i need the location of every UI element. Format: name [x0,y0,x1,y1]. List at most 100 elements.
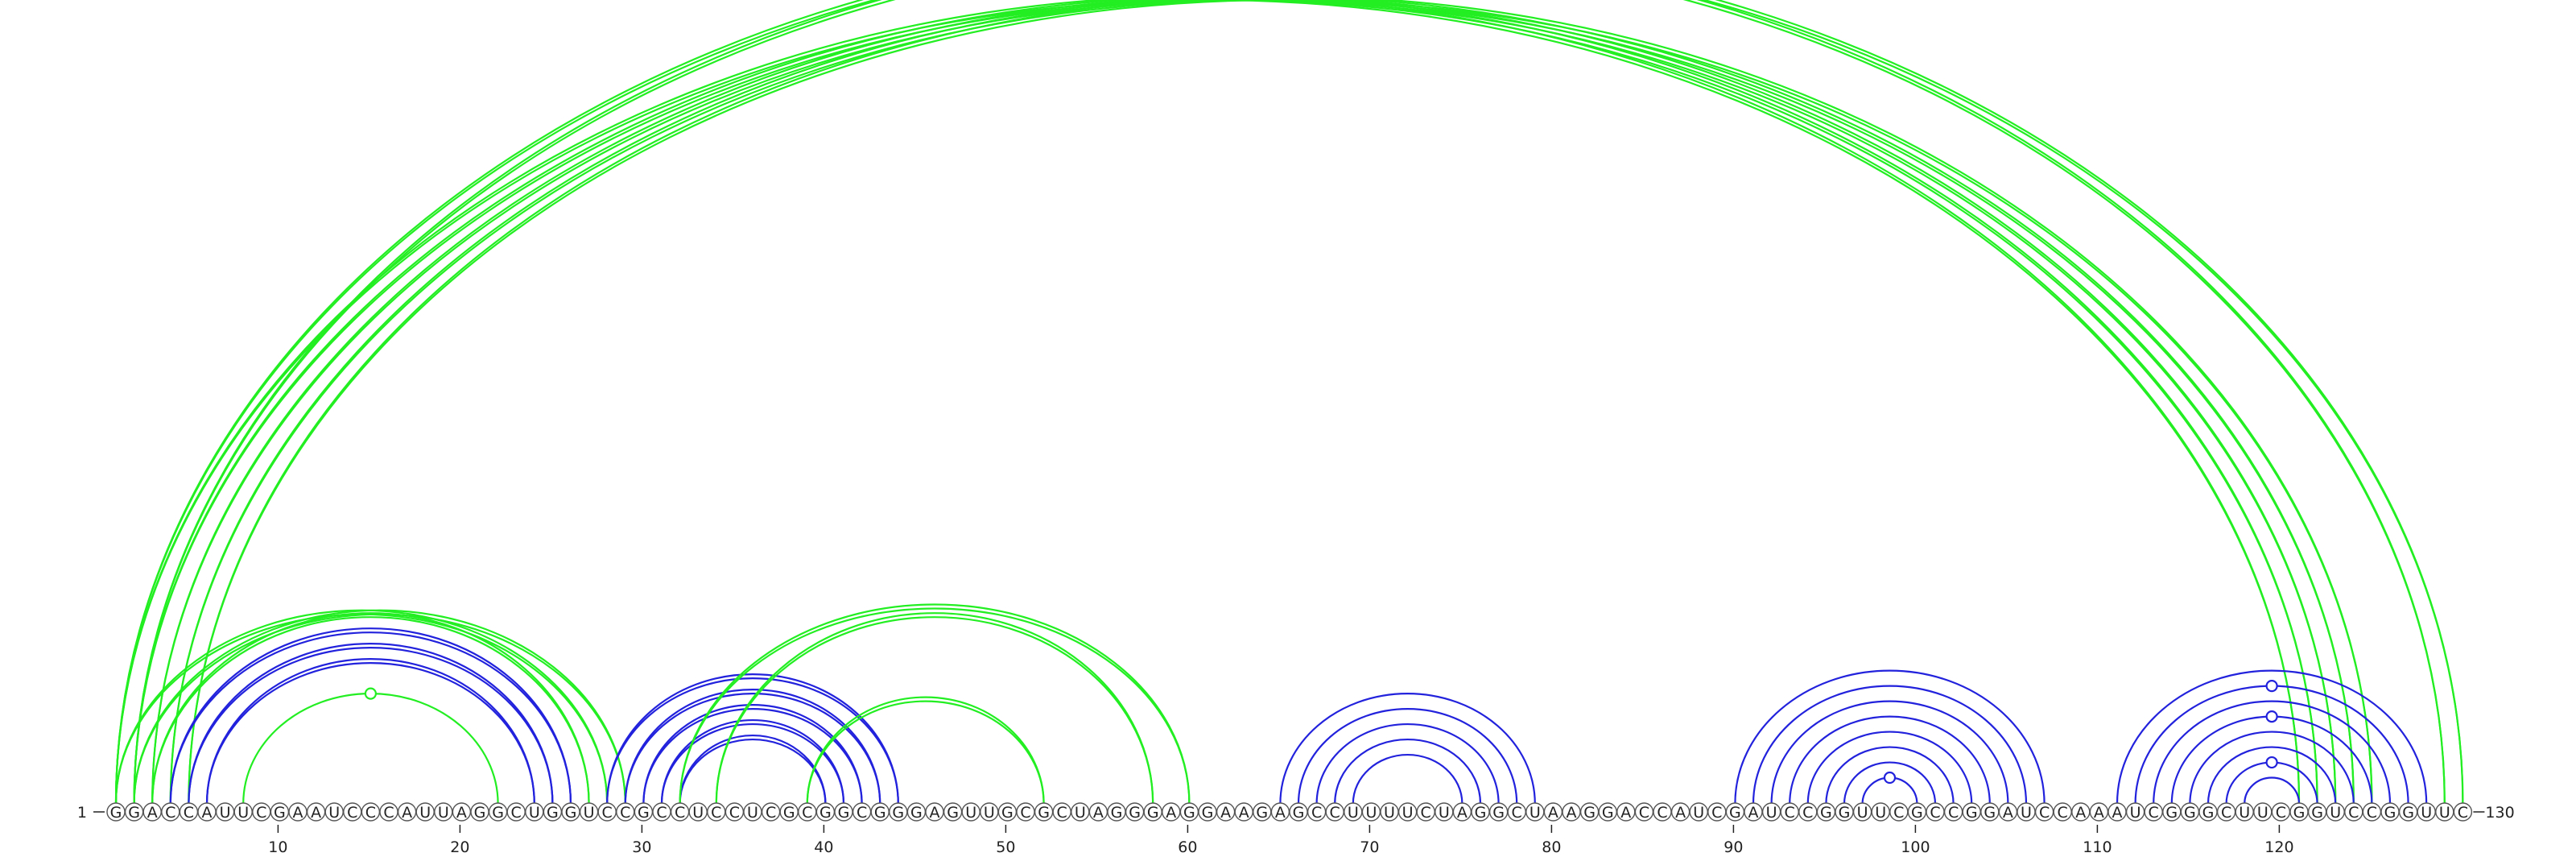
nucleotide-letter-82: G [1583,804,1596,822]
nucleotide-49: U [980,802,999,822]
tick-label-120: 120 [2264,838,2293,856]
pair-marker-8-22 [364,687,377,700]
arc-blue-67-77 [1315,722,1500,805]
arc-green-1-121-outer [114,0,2301,805]
nucleotide-70: U [1361,802,1381,822]
tick-label-110: 110 [2083,838,2112,856]
nucleotide-23: C [506,802,526,822]
nucleotide-letter-37: C [766,804,776,822]
nucleotide-letter-70: U [1365,804,1377,822]
nucleotide-letter-127: G [2402,804,2414,822]
nucleotide-letter-71: U [1384,804,1395,822]
nucleotide-130: C [2453,802,2473,822]
pair-markers [364,680,2278,785]
nucleotide-42: C [852,802,872,822]
nucleotide-letter-44: G [892,804,904,822]
nucleotide-letter-123: U [2330,804,2341,822]
nucleotide-25: G [543,802,563,822]
nucleotide-32: C [670,802,690,822]
nucleotide-59: A [1162,802,1181,822]
nucleotide-letter-113: C [2149,804,2159,822]
nucleotide-78: C [1507,802,1526,822]
nucleotide-letter-94: C [1802,804,1813,822]
nucleotide-letter-129: U [2439,804,2450,822]
nucleotide-letter-28: C [602,804,613,822]
pair-marker-114-125 [2265,710,2278,723]
nucleotide-33: U [688,802,708,822]
arc-blue-117-122 [2225,761,2318,805]
nucleotide-letter-84: A [1620,804,1631,822]
nucleotide-letter-15: C [365,804,376,822]
nucleotide-52: G [1034,802,1054,822]
nucleotide-82: G [1579,802,1600,822]
nucleotide-129: U [2435,802,2454,822]
nucleotide-letter-119: U [2257,804,2268,822]
nucleotide-letter-89: C [1711,804,1722,822]
arc-blue-69-75 [1352,753,1463,805]
arc-blue-31-41 [660,722,845,805]
arc-blue-113-126 [2153,700,2392,805]
nucleotide-letter-46: A [930,804,940,822]
nucleotide-40: G [815,802,836,822]
nucleotide-29: C [616,802,635,822]
nucleotide-letter-51: C [1020,804,1030,822]
nucleotide-27: U [579,802,599,822]
nucleotide-letter-122: G [2311,804,2323,822]
nucleotide-86: C [1653,802,1672,822]
arc-blue-6-24 [205,662,535,805]
nucleotide-80: A [1543,802,1563,822]
nucleotide-64: G [1253,802,1272,822]
arc-green-2-122-outer [133,0,2318,805]
arc-blue-115-124 [2189,731,2355,805]
nucleotide-47: G [943,802,963,822]
nucleotide-83: G [1598,802,1617,822]
nucleotide-6: A [197,802,217,822]
nucleotide-46: A [925,802,944,822]
nucleotide-letter-116: G [2202,804,2215,822]
arc-blue-28-44 [606,677,899,805]
nucleotide-38: G [779,802,799,822]
nucleotide-8: U [233,802,253,822]
nucleotide-letter-10: G [274,804,286,822]
nucleotide-letter-88: U [1693,804,1704,822]
nucleotide-100: G [1907,802,1927,822]
nucleotide-62: A [1216,802,1236,822]
nucleotide-7: U [215,802,235,822]
nucleotide-72: U [1397,802,1418,822]
pair-marker-112-127 [2265,680,2278,693]
nucleotide-letter-43: G [874,804,886,822]
nucleotide-51: C [1016,802,1035,822]
nucleotide-letter-18: U [419,804,431,822]
arc-green-1-129-outer [114,0,2446,805]
nucleotide-55: A [1088,802,1108,822]
nucleotide-letter-103: G [1966,804,1978,822]
arc-green-2-130 [133,0,2464,805]
nucleotide-letter-76: G [1475,804,1487,822]
arc-blue-65-79 [1279,693,1536,805]
arc-green-2-122 [133,0,2318,805]
nucleotide-109: A [2071,802,2091,822]
nucleotide-letter-63: A [1239,804,1249,822]
nucleotide-66: G [1289,802,1308,822]
nucleotide-111: A [2107,802,2127,822]
nucleotide-letter-79: U [1530,804,1541,822]
sequence-start-label: 1 [77,804,87,822]
nucleotide-39: C [798,802,817,822]
nucleotide-letter-96: G [1839,804,1851,822]
nucleotide-letter-29: C [620,804,630,822]
nucleotide-17: A [397,802,417,822]
arc-blue-93-104 [1789,715,1991,805]
nucleotide-letter-110: A [2094,804,2104,822]
nucleotide-letter-109: A [2075,804,2086,822]
nucleotide-letter-128: U [2421,804,2432,822]
nucleotide-74: U [1435,802,1454,822]
nucleotide-35: C [724,802,745,822]
arc-green-5-125 [188,0,2373,805]
nucleotide-letter-13: U [328,804,340,822]
nucleotide-letter-60: G [1183,804,1195,822]
nucleotide-letter-39: C [802,804,812,822]
arc-blue-4-26-outer [169,627,572,805]
nucleotide-98: U [1871,802,1890,822]
nucleotide-85: C [1634,802,1654,822]
nucleotide-letter-107: C [2039,804,2050,822]
